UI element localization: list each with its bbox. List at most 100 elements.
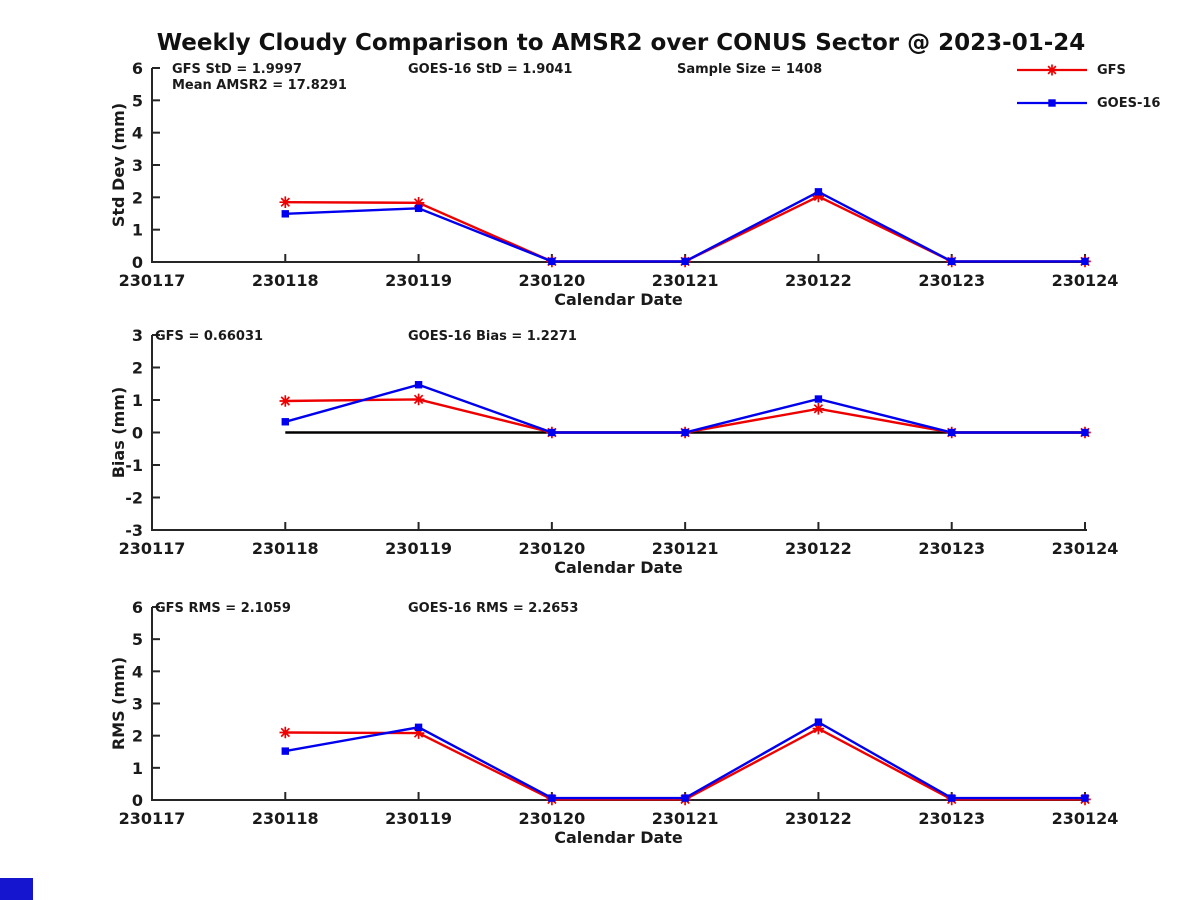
legend-label-goes16: GOES-16 xyxy=(1097,95,1161,111)
chart-title: Weekly Cloudy Comparison to AMSR2 over C… xyxy=(156,30,1086,56)
x-tick-label: 230122 xyxy=(785,809,852,828)
annotation: GOES-16 RMS = 2.2653 xyxy=(408,601,578,616)
square-icon xyxy=(281,210,289,218)
square-icon xyxy=(948,794,956,802)
goes-16-markers xyxy=(281,381,1089,437)
annotation: Sample Size = 1408 xyxy=(677,62,822,77)
gfs-line xyxy=(285,195,1085,263)
star-icon xyxy=(1046,64,1058,76)
x-tick-label: 230118 xyxy=(252,809,319,828)
star-icon xyxy=(279,726,292,739)
y-tick-label: 5 xyxy=(132,630,143,649)
goes-16-markers xyxy=(281,188,1089,266)
legend: GFS GOES-16 xyxy=(1016,62,1160,128)
chart-rms: 230117 230118 230119 230120 230121 230122 2301… xyxy=(109,598,1118,847)
square-icon xyxy=(281,747,289,755)
square-icon xyxy=(681,428,689,437)
y-tick-label: 2 xyxy=(132,188,143,207)
x-tick-label: 230123 xyxy=(918,539,985,558)
square-icon xyxy=(414,204,423,213)
y-axis-title: Std Dev (mm) xyxy=(109,103,128,227)
square-icon xyxy=(1081,257,1089,266)
x-tick-label: 230118 xyxy=(252,539,319,558)
annotation: GFS StD = 1.9997 xyxy=(172,62,302,77)
square-icon xyxy=(1048,99,1056,107)
x-tick-label: 230121 xyxy=(652,539,719,558)
square-icon xyxy=(1081,428,1089,437)
y-tick-label: 2 xyxy=(132,359,143,378)
y-tick-label: 4 xyxy=(132,662,143,681)
x-tick-label: 230120 xyxy=(518,271,585,290)
x-tick-label: 230117 xyxy=(119,809,186,828)
x-tick-label: 230121 xyxy=(652,809,719,828)
square-icon xyxy=(281,418,289,426)
y-tick-label: 3 xyxy=(132,326,143,345)
x-tick-label: 230120 xyxy=(518,809,585,828)
square-icon xyxy=(681,257,689,266)
legend-entry-goes16: GOES-16 xyxy=(1016,95,1160,111)
x-tick-label: 230123 xyxy=(918,809,985,828)
x-tick-label: 230122 xyxy=(785,539,852,558)
chart-stddev: 230117 230118 230119 230120 230121 230122 2301… xyxy=(109,59,1118,309)
x-tick-label: 230118 xyxy=(252,271,319,290)
y-tick-label: 6 xyxy=(132,59,143,78)
annotation: GFS = 0.66031 xyxy=(155,329,263,344)
x-tick-label: 230121 xyxy=(652,271,719,290)
gfs-line-sample xyxy=(1017,64,1087,76)
star-icon xyxy=(812,722,825,735)
square-icon xyxy=(414,381,423,389)
annotation: GOES-16 StD = 1.9041 xyxy=(408,62,572,77)
x-tick-label: 230124 xyxy=(1052,539,1119,558)
y-tick-label: 1 xyxy=(132,221,143,240)
x-tick-label: 230119 xyxy=(385,809,452,828)
star-icon xyxy=(412,393,425,406)
star-icon xyxy=(279,196,292,208)
y-tick-label: 0 xyxy=(132,791,143,810)
corner-tag xyxy=(0,878,33,900)
y-tick-label: 3 xyxy=(132,695,143,714)
x-tick-label: 230124 xyxy=(1052,809,1119,828)
x-tick-label: 230117 xyxy=(119,539,186,558)
legend-entry-gfs: GFS xyxy=(1016,62,1160,78)
gfs-line xyxy=(285,727,1085,801)
x-axis-title: Calendar Date xyxy=(554,828,683,847)
y-tick-label: -2 xyxy=(125,489,143,508)
square-icon xyxy=(1081,794,1089,802)
square-icon xyxy=(548,428,556,437)
square-icon xyxy=(814,718,823,726)
star-icon xyxy=(812,403,825,415)
star-icon xyxy=(412,727,425,739)
annotation: GOES-16 Bias = 1.2271 xyxy=(408,329,577,344)
chart-bias: 230117 230118 230119 230120 230121 230122 2301… xyxy=(109,326,1118,577)
x-axis-title: Calendar Date xyxy=(554,290,683,309)
y-tick-label: -1 xyxy=(125,456,143,475)
star-icon xyxy=(412,197,425,209)
x-tick-label: 230122 xyxy=(785,271,852,290)
y-tick-label: 5 xyxy=(132,91,143,110)
x-tick-label: 230120 xyxy=(518,539,585,558)
y-tick-label: -3 xyxy=(125,521,143,540)
x-tick-label: 230124 xyxy=(1052,271,1119,290)
y-tick-label: 0 xyxy=(132,253,143,272)
square-icon xyxy=(414,723,423,732)
square-icon xyxy=(548,257,556,266)
y-axis-title: RMS (mm) xyxy=(109,657,128,750)
star-icon xyxy=(279,395,292,407)
star-icon xyxy=(812,190,825,203)
square-icon xyxy=(548,794,556,802)
y-tick-label: 1 xyxy=(132,759,143,778)
annotation: GFS RMS = 2.1059 xyxy=(155,601,291,616)
x-tick-label: 230123 xyxy=(918,271,985,290)
square-icon xyxy=(814,188,823,196)
y-axis-title: Bias (mm) xyxy=(109,387,128,479)
goes-16-line xyxy=(284,383,1085,434)
y-tick-label: 2 xyxy=(132,727,143,746)
y-tick-label: 0 xyxy=(132,424,143,443)
x-axis-title: Calendar Date xyxy=(554,558,683,577)
annotation: Mean AMSR2 = 17.8291 xyxy=(172,78,347,93)
x-tick-label: 230117 xyxy=(119,271,186,290)
square-icon xyxy=(948,428,956,437)
y-tick-label: 1 xyxy=(132,391,143,410)
